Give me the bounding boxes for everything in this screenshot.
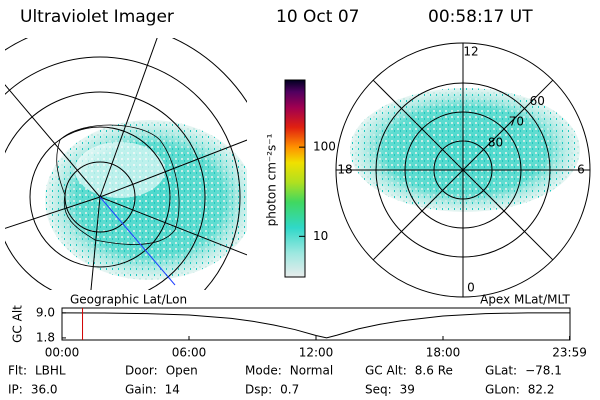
alt-xtick-label: 06:00 [172,346,207,360]
right-label: Apex MLat/MLT [480,293,570,307]
meridian [99,196,176,286]
field-value: 82.2 [528,383,555,397]
mlt-spoke [372,79,464,171]
mlt-spoke [462,79,554,171]
polar-cap [75,142,165,198]
field-value: Open [166,364,198,378]
field-label: Dsp: [245,383,272,397]
mlt-spoke [372,169,464,261]
field-label: IP: [8,383,23,397]
date: 10 Oct 07 [276,7,359,27]
field-label: Flt: [8,364,27,378]
field-label: GLon: [485,383,520,397]
field-value: 0.7 [280,383,299,397]
field-label: Seq: [365,383,392,397]
mlat-label: 60 [530,94,545,108]
instrument: Ultraviolet Imager [20,7,174,27]
alt-xtick-label: 12:00 [299,346,334,360]
colorbar-label: photon cm⁻²s⁻¹ [265,133,279,226]
field-label: GLat: [485,364,517,378]
colorbar-tick-label: 10 [313,229,328,243]
right-grid [336,43,590,297]
field-label: GC Alt: [365,364,407,378]
left-image [5,38,247,290]
field-label: Mode: [245,364,282,378]
colorbar [284,79,306,278]
header: Ultraviolet Imager 10 Oct 07 00:58:17 UT [20,7,533,27]
alt-ylabel: GC Alt [11,305,25,343]
colorbar-tick-label: 100 [313,140,336,154]
left-label: Geographic Lat/Lon [70,293,187,307]
right-image [335,42,591,298]
field-value: Normal [290,364,333,378]
time: 00:58:17 UT [428,7,533,27]
mlat-label: 80 [488,136,503,150]
alt-ytick-label: 9.0 [36,305,55,319]
alt-xtick-label: 00:00 [45,346,80,360]
aurora-texture [350,88,580,212]
alt-curve [61,312,570,339]
field-value: −78.1 [525,364,562,378]
mlt-label: 18 [337,163,352,177]
field-value: 8.6 Re [415,364,453,378]
mlt-spoke [462,169,554,261]
field-value: 36.0 [31,383,58,397]
field-value: 39 [400,383,415,397]
mlt-label: 6 [577,163,585,177]
alt-xtick-label: 18:00 [426,346,461,360]
field-value: 14 [165,383,180,397]
field-value: LBHL [35,364,66,378]
mlt-label: 12 [463,45,478,59]
field-label: Door: [125,364,158,378]
alt-xtick-label: 23:59 [552,346,587,360]
mlat-label: 70 [509,115,524,129]
alt-ytick-label: 1.8 [36,330,55,344]
mlt-label: 0 [467,281,475,295]
field-label: Gain: [125,383,157,397]
